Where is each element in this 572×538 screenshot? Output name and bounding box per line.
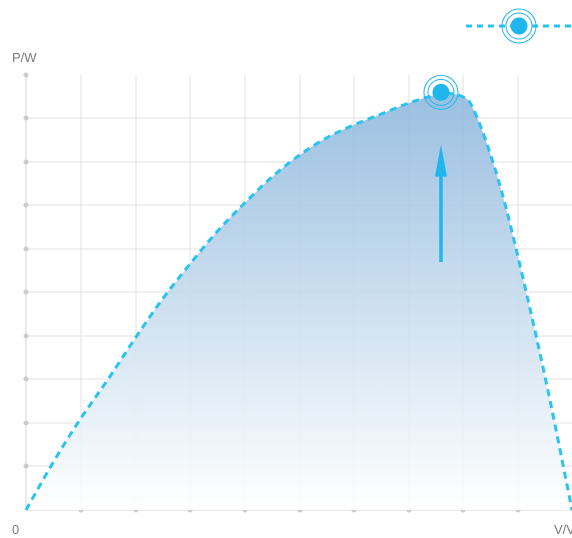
y-axis-tick bbox=[23, 246, 29, 252]
y-axis-tick bbox=[23, 72, 29, 78]
max-point-inner-ring bbox=[427, 78, 455, 106]
y-axis-tick bbox=[23, 333, 29, 339]
max-power-point[interactable] bbox=[423, 74, 459, 110]
y-axis-label: P/W bbox=[12, 50, 37, 65]
y-axis-tick bbox=[23, 159, 29, 165]
power-curve-line bbox=[24, 90, 572, 511]
arrow-up-icon bbox=[434, 144, 447, 263]
y-axis-tick bbox=[23, 115, 29, 121]
max-point-dot bbox=[432, 83, 450, 101]
max-point-outer-ring bbox=[423, 74, 459, 110]
legend-marker-dot bbox=[510, 17, 528, 35]
arrow-head bbox=[434, 144, 447, 177]
legend-marker-inner-ring bbox=[505, 12, 533, 40]
y-axis-tick bbox=[23, 463, 29, 469]
x-axis-label: V/V bbox=[554, 522, 572, 537]
y-axis-tick bbox=[23, 376, 29, 382]
y-axis-tick bbox=[23, 202, 29, 208]
y-axis-tick bbox=[23, 420, 29, 426]
legend[interactable] bbox=[466, 8, 572, 44]
x-origin-label: 0 bbox=[12, 522, 19, 537]
legend-marker-outer-ring bbox=[501, 8, 537, 44]
area-fill bbox=[26, 92, 572, 510]
y-axis-tick bbox=[23, 289, 29, 295]
